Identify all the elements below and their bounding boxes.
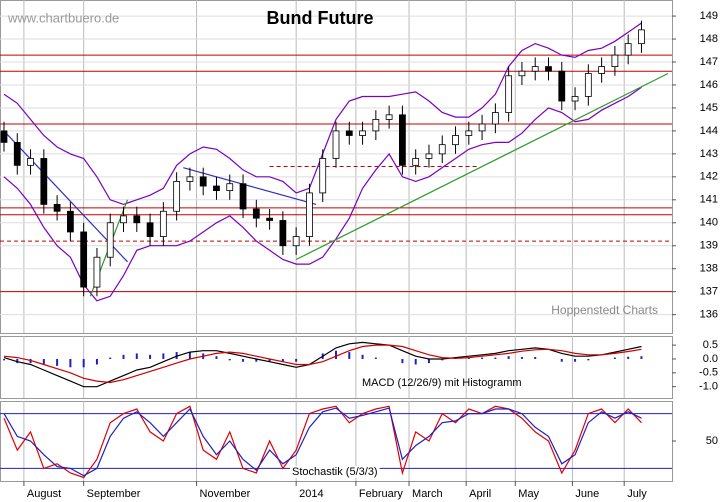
y-tick-label: 136 [700, 309, 718, 321]
x-tick-label: May [518, 488, 539, 500]
y-tick-label: -1.0 [699, 381, 718, 393]
candle-body [598, 66, 606, 74]
candle-body [239, 183, 247, 210]
candle-body [279, 220, 287, 247]
panel-label: MACD (12/26/9) mit Histogramm [362, 377, 522, 389]
candle-body [332, 130, 340, 159]
candle-body [558, 70, 566, 102]
trend-line [183, 167, 317, 205]
source-watermark: www.chartbuero.de [7, 10, 119, 25]
chart-title: Bund Future [267, 8, 374, 28]
x-tick-label: March [412, 488, 443, 500]
candle-body [518, 70, 526, 77]
x-tick-label: February [359, 488, 404, 500]
y-tick-label: 139 [700, 240, 718, 252]
candle-body [252, 208, 260, 219]
candle-body [292, 236, 300, 247]
candle-body [359, 130, 366, 136]
candle-body [199, 176, 207, 187]
y-tick-label: 138 [700, 263, 718, 275]
candle-body [0, 130, 8, 143]
candle-body [226, 183, 234, 192]
candle-body [399, 114, 406, 166]
candle-body [53, 203, 61, 212]
x-tick-label: August [27, 488, 61, 500]
label-background [290, 465, 380, 478]
candle-body [452, 135, 459, 146]
x-tick-label: September [87, 488, 141, 500]
y-tick-label: 146 [700, 79, 718, 91]
candle-body [478, 123, 486, 132]
candle-body [106, 222, 114, 258]
series-line [3, 341, 642, 388]
candle-body [638, 29, 645, 45]
candle-body [80, 231, 88, 288]
y-tick-label: 147 [700, 56, 718, 68]
candle-body [306, 192, 313, 237]
candle-body [93, 256, 101, 288]
y-tick-label: 0.5 [703, 339, 718, 351]
candle-body [372, 119, 380, 132]
series-line [3, 86, 642, 302]
candle-body [319, 158, 327, 194]
candle-body [173, 181, 181, 212]
candle-body [27, 158, 34, 166]
y-tick-label: -0.5 [699, 367, 718, 379]
series-line [3, 344, 642, 384]
candle-body [40, 158, 48, 205]
series-line [3, 407, 642, 477]
y-tick-label: 137 [700, 286, 718, 298]
candle-body [425, 153, 433, 159]
series-line [3, 405, 642, 479]
y-tick-label: 142 [700, 171, 718, 183]
panel-label: Stochastik (5/3/3) [292, 466, 378, 478]
trend-line [295, 72, 669, 261]
candle-body [146, 222, 154, 237]
candle-body [213, 185, 220, 192]
x-tick-label: April [469, 488, 491, 500]
candle-body [186, 176, 194, 182]
candle-body [505, 75, 513, 113]
credit: Hoppenstedt Charts [551, 303, 658, 317]
x-tick-label: November [200, 488, 251, 500]
candle-body [385, 114, 393, 120]
y-tick-label: 140 [700, 217, 718, 229]
candle-body [624, 43, 632, 56]
candle-body [531, 66, 539, 72]
y-tick-label: 141 [700, 194, 718, 206]
candle-body [412, 158, 420, 166]
candle-body [120, 215, 127, 224]
candle-body [13, 141, 21, 166]
y-tick-label: 143 [700, 148, 718, 160]
candle-body [159, 210, 167, 237]
y-tick-label: 0.0 [703, 353, 718, 365]
candle-body [571, 96, 579, 102]
candle-body [266, 217, 273, 221]
candle-body [611, 54, 619, 67]
panel-frame [0, 336, 673, 399]
x-tick-label: 2014 [299, 488, 323, 500]
y-tick-label: 145 [700, 102, 718, 114]
candle-body [491, 112, 499, 125]
y-tick-label: 50 [706, 435, 718, 447]
panel-frame [0, 0, 673, 334]
candle-body [133, 215, 141, 224]
candle-body [66, 210, 74, 233]
candle-body [545, 66, 552, 72]
candle-body [438, 144, 446, 155]
y-tick-label: 148 [700, 33, 718, 45]
candle-body [345, 130, 353, 136]
x-tick-label: June [575, 488, 599, 500]
candle-body [584, 73, 592, 97]
y-tick-label: 149 [700, 10, 718, 22]
x-tick-label: July [627, 488, 647, 500]
candle-body [465, 130, 473, 136]
y-tick-label: 144 [700, 125, 718, 137]
